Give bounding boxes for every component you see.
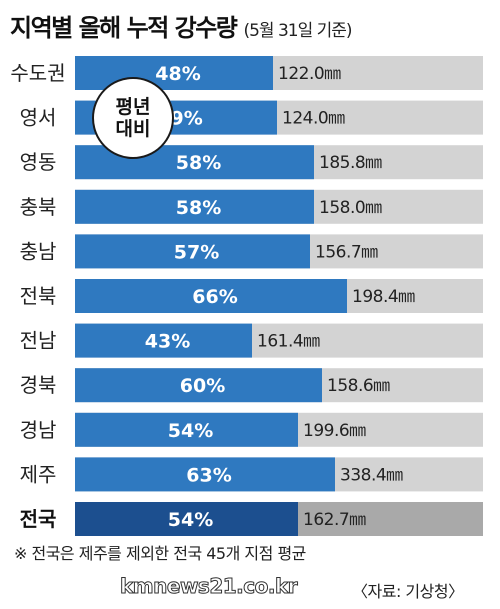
amount-label: 122.0㎜ <box>278 64 341 84</box>
category-label: 경북 <box>20 373 57 397</box>
chart-header: 지역별 올해 누적 강수량 (5월 31일 기준) <box>10 8 490 44</box>
bar-row-4 <box>75 234 310 269</box>
amount-label: 185.8㎜ <box>319 153 382 173</box>
amount-label: 162.7㎜ <box>303 510 366 530</box>
category-label: 영동 <box>20 150 57 174</box>
amount-label: 156.7㎜ <box>315 242 378 262</box>
source-credit: 〈자료: 기상청〉 <box>352 582 464 601</box>
footnote: ※ 전국은 제주를 제외한 전국 45개 지점 평균 <box>14 544 306 563</box>
bar-percent-label: 54% <box>168 420 213 442</box>
bar-row-5 <box>75 279 347 313</box>
category-label: 수도권 <box>10 61 65 85</box>
bar-percent-label: 54% <box>168 509 213 531</box>
amount-label: 124.0㎜ <box>282 109 345 129</box>
bar-row-8 <box>75 412 298 447</box>
amount-label: 199.6㎜ <box>303 421 366 441</box>
category-label: 충남 <box>20 239 57 263</box>
bar-percent-label: 66% <box>192 286 237 308</box>
bar-percent-label: 48% <box>155 63 200 85</box>
bar-percent-label: 58% <box>176 197 221 219</box>
amount-label: 158.6㎜ <box>327 376 390 396</box>
amount-label: 161.4㎜ <box>257 332 320 352</box>
category-label: 경남 <box>20 418 57 442</box>
bar-percent-label: 58% <box>176 152 221 174</box>
amount-label: 158.0㎜ <box>319 198 382 218</box>
bar-percent-label: 60% <box>180 375 225 397</box>
bar-row-10 <box>75 502 298 536</box>
watermark: kmnews21.co.kr <box>119 574 298 599</box>
comparison-badge: 평년 대비 <box>92 77 174 159</box>
category-label: 전남 <box>20 329 57 353</box>
category-label: 제주 <box>20 462 57 486</box>
bar-percent-label: 43% <box>145 331 190 353</box>
badge-line-2: 대비 <box>115 118 151 140</box>
bar-row-3 <box>75 189 314 224</box>
chart-title: 지역별 올해 누적 강수량 <box>10 14 238 42</box>
amount-label: 198.4㎜ <box>352 287 415 307</box>
category-label: 전북 <box>20 284 57 308</box>
bar-row-6 <box>75 323 252 358</box>
category-label: 충북 <box>20 195 57 219</box>
amount-label: 338.4㎜ <box>340 465 403 485</box>
category-label: 전국 <box>20 507 57 531</box>
category-label: 영서 <box>20 106 57 130</box>
bar-percent-label: 57% <box>174 241 219 263</box>
bar-percent-label: 63% <box>186 464 231 486</box>
bar-row-7 <box>75 368 322 403</box>
chart-subtitle: (5월 31일 기준) <box>243 21 352 41</box>
badge-line-1: 평년 <box>115 96 151 118</box>
bar-row-9 <box>75 457 335 492</box>
